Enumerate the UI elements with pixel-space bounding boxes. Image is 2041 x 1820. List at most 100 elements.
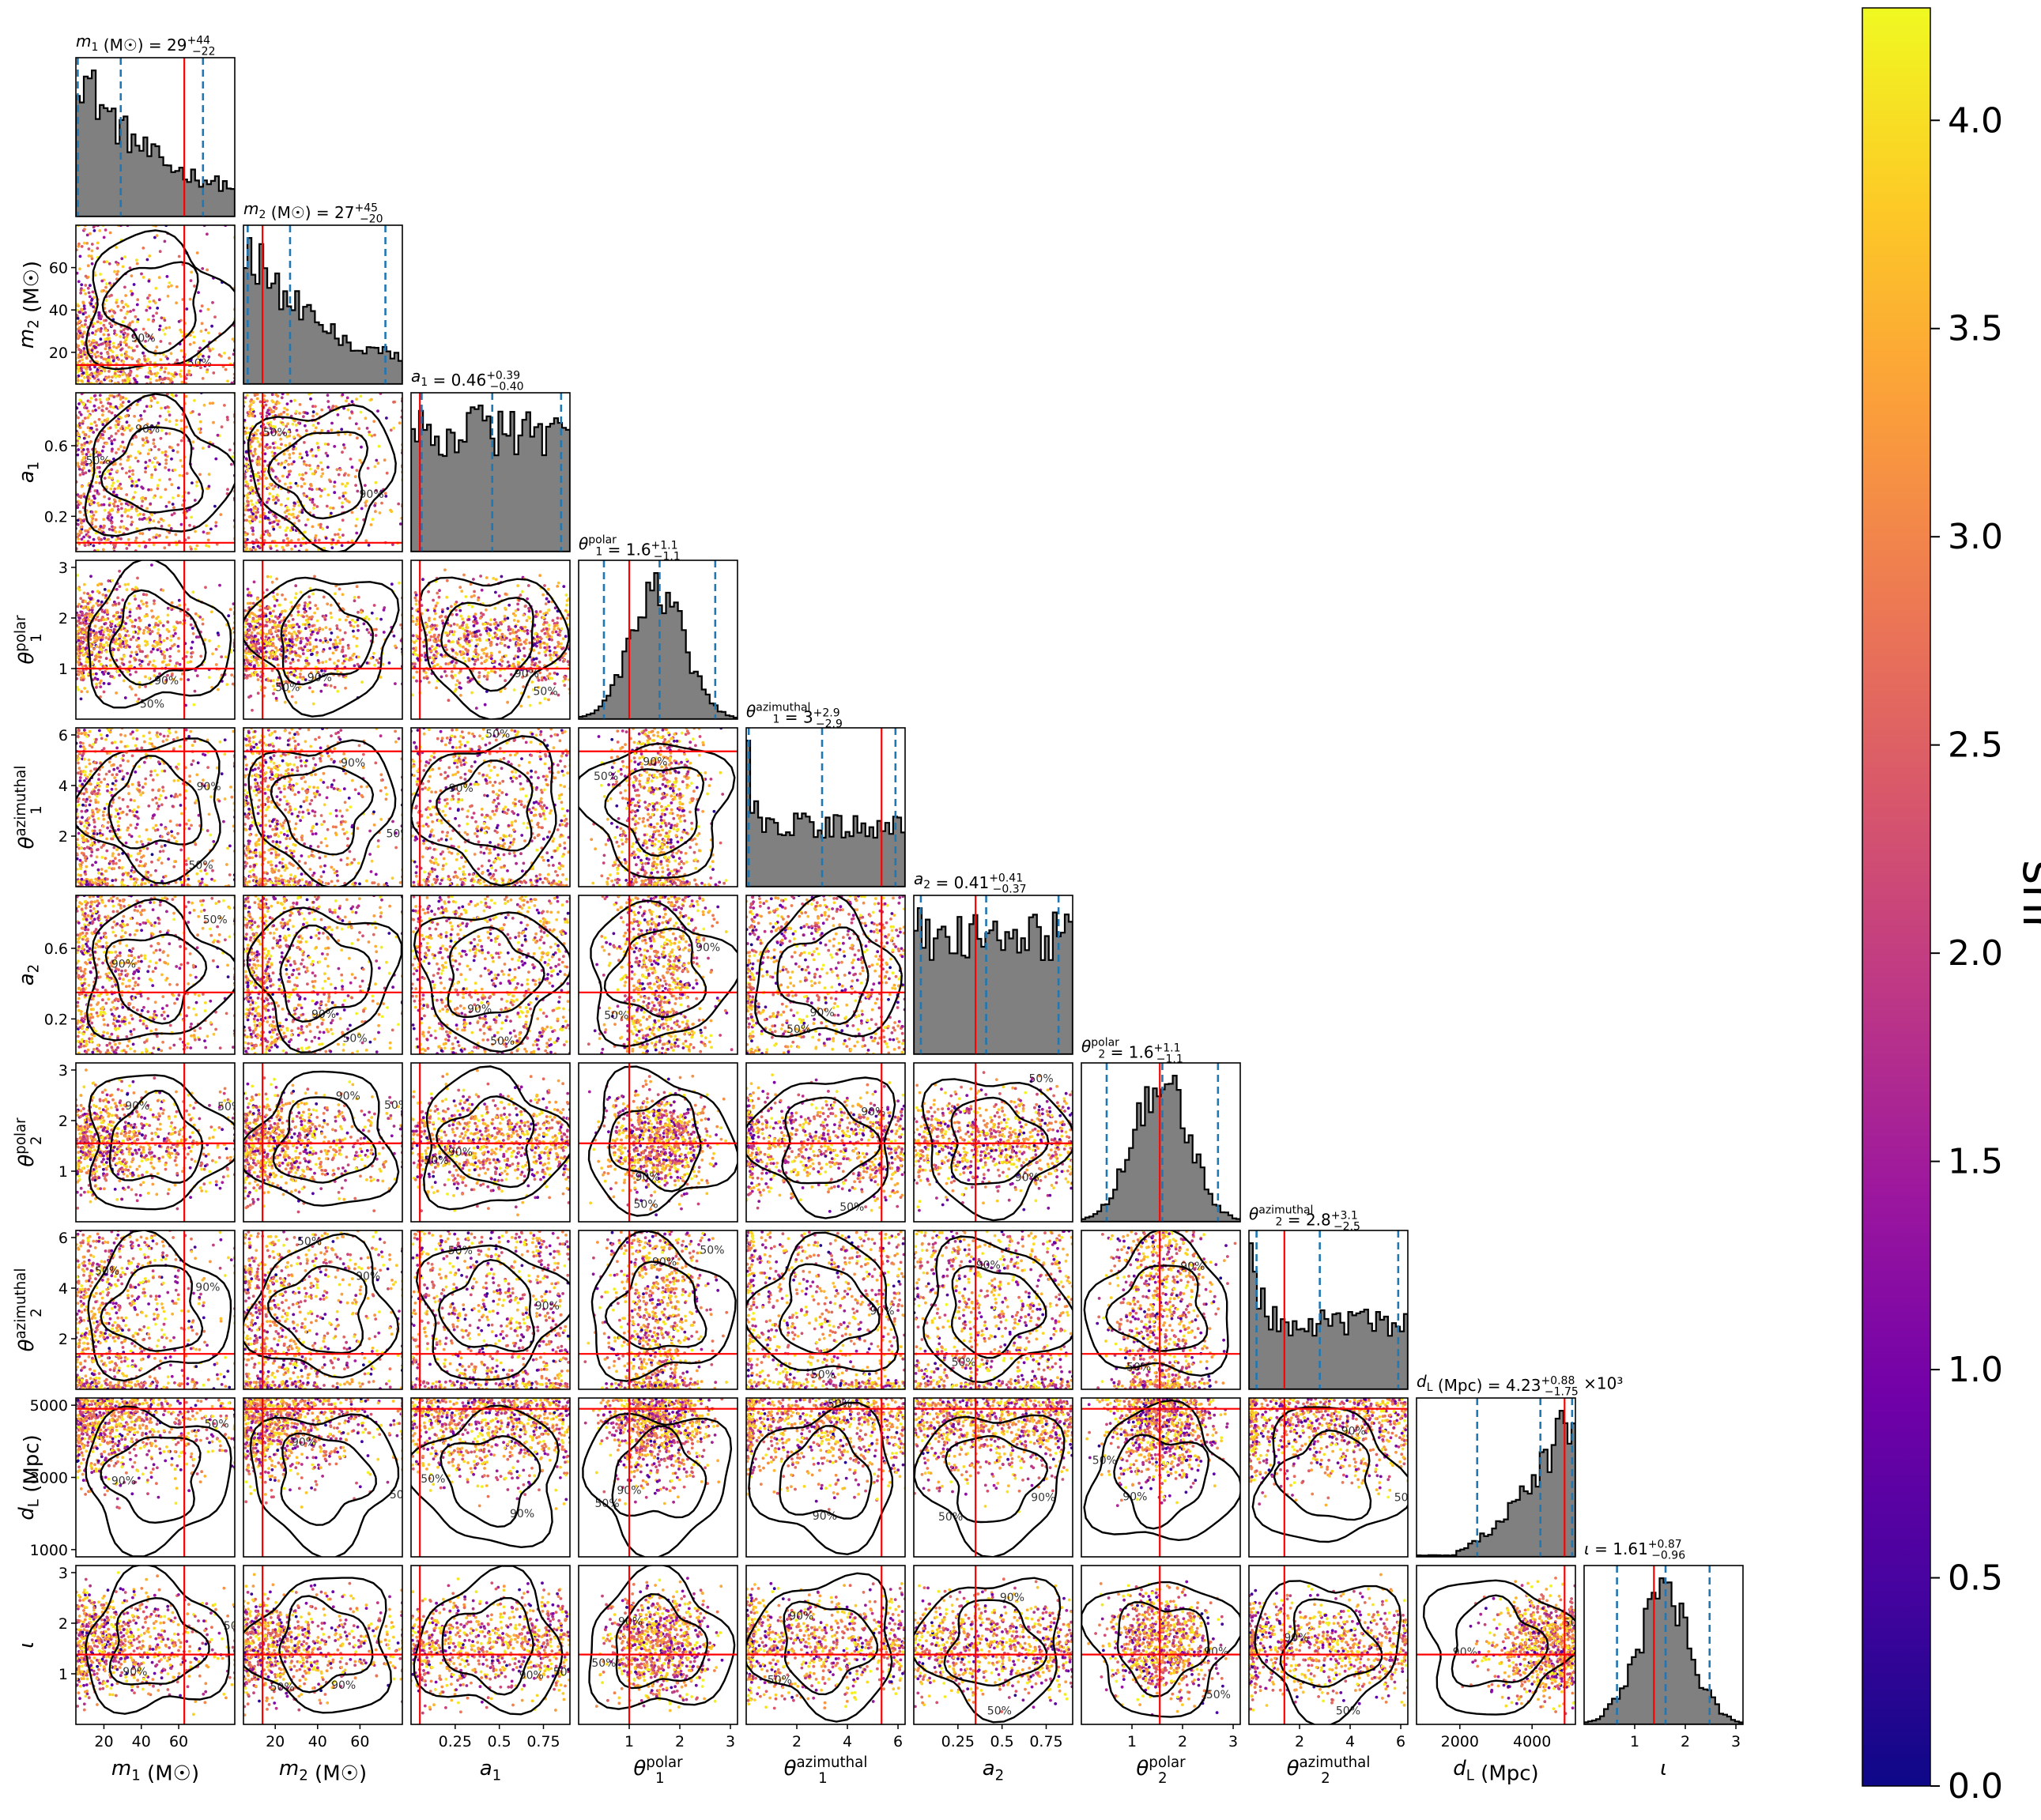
sample-point [468, 644, 472, 647]
sample-point [159, 377, 163, 381]
sample-point [124, 337, 128, 341]
sample-point [97, 343, 100, 347]
sample-point [82, 375, 86, 379]
sample-point [540, 678, 544, 682]
sample-point [247, 650, 251, 654]
sample-point [336, 635, 339, 639]
sample-point [77, 465, 81, 469]
sample-point [189, 279, 193, 282]
histogram-panel-m2 [243, 224, 403, 385]
sample-point [523, 640, 526, 644]
sample-point [165, 636, 169, 640]
sample-point [417, 622, 420, 626]
sample-point [100, 648, 104, 652]
sample-point [110, 293, 113, 297]
sample-point [269, 575, 273, 578]
sample-point [158, 635, 162, 639]
sample-point [117, 447, 120, 451]
sample-point [100, 327, 103, 330]
sample-point [76, 271, 79, 275]
sample-point [467, 640, 471, 644]
sample-point [269, 427, 273, 430]
sample-point [336, 669, 339, 673]
sample-point [177, 598, 181, 602]
sample-point [89, 367, 92, 371]
sample-point [145, 614, 149, 617]
sample-point [310, 488, 314, 492]
sample-point [153, 625, 157, 629]
sample-point [80, 621, 84, 625]
sample-point [123, 336, 126, 339]
sample-point [78, 319, 81, 322]
sample-point [255, 597, 259, 601]
sample-point [134, 536, 138, 540]
sample-point [88, 593, 92, 597]
sample-point [168, 326, 172, 330]
sample-point [115, 346, 119, 349]
sample-point [550, 638, 553, 642]
sample-point [126, 616, 130, 620]
sample-point [104, 596, 108, 600]
sample-point [255, 393, 259, 396]
sample-point [485, 576, 489, 579]
sample-point [250, 655, 254, 659]
sample-point [85, 690, 89, 694]
sample-point [126, 514, 130, 518]
sample-point [125, 493, 129, 496]
sample-point [124, 414, 127, 418]
sample-point [110, 521, 114, 525]
sample-point [168, 431, 172, 435]
sample-point [291, 618, 295, 621]
sample-point [126, 304, 130, 308]
sample-point [347, 646, 350, 650]
sample-point [326, 454, 330, 458]
sample-point [375, 617, 379, 620]
sample-point [231, 455, 235, 459]
sample-point [138, 680, 141, 684]
sample-point [295, 654, 298, 658]
sample-point [121, 440, 125, 444]
sample-point [94, 672, 98, 676]
sample-point [154, 286, 158, 290]
sample-point [325, 504, 329, 508]
sample-point [91, 590, 94, 593]
sample-point [132, 496, 136, 499]
sample-point [106, 417, 110, 420]
sample-point [462, 656, 466, 660]
sample-point [269, 420, 273, 424]
sample-point [127, 424, 131, 428]
sample-point [543, 631, 547, 635]
sample-point [177, 636, 180, 640]
sample-point [201, 267, 205, 270]
sample-point [102, 461, 106, 464]
sample-point [357, 655, 360, 659]
sample-point [124, 646, 128, 650]
sample-point [160, 366, 164, 369]
sample-point [104, 593, 108, 597]
sample-point [123, 255, 127, 258]
sample-point [315, 488, 319, 491]
sample-point [76, 629, 80, 633]
sample-point [262, 398, 266, 401]
sample-point [243, 533, 247, 537]
sample-point [96, 465, 100, 469]
sample-point [189, 623, 193, 627]
sample-point [247, 414, 251, 418]
sample-point [138, 532, 142, 535]
sample-point [362, 622, 366, 626]
sample-point [156, 648, 160, 652]
sample-point [299, 590, 303, 594]
sample-point [96, 327, 100, 331]
sample-point [313, 575, 316, 578]
sample-point [86, 530, 90, 534]
sample-point [175, 285, 179, 288]
sample-point [171, 644, 174, 648]
sample-point [345, 396, 349, 400]
sample-point [128, 608, 132, 612]
sample-point [149, 377, 153, 381]
sample-point [165, 648, 169, 652]
sample-point [525, 619, 529, 623]
sample-point [82, 304, 86, 307]
sample-point [114, 431, 118, 435]
sample-point [104, 318, 108, 322]
